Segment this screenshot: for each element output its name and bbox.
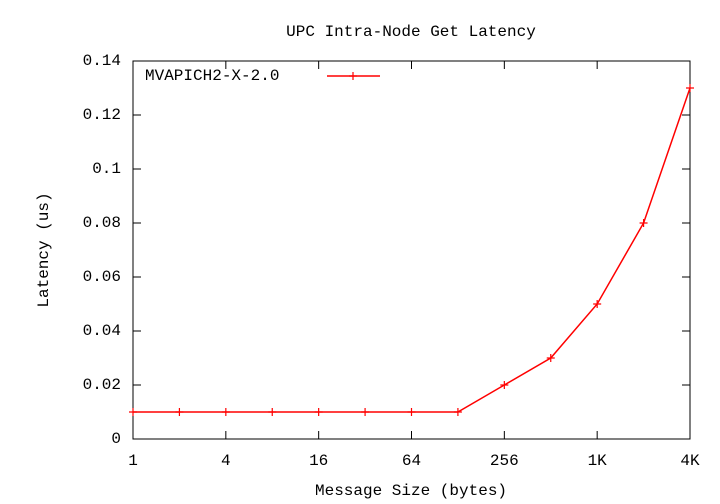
legend-marker [349, 72, 357, 80]
x-tick-label: 4 [221, 452, 231, 470]
x-tick-label: 256 [490, 452, 519, 470]
y-tick-label: 0.08 [83, 214, 121, 232]
legend-label: MVAPICH2-X-2.0 [145, 67, 279, 85]
point [129, 408, 137, 416]
point [593, 300, 602, 308]
point [221, 408, 230, 416]
point [639, 219, 648, 227]
point [268, 408, 277, 416]
point [175, 408, 184, 416]
point [686, 84, 694, 92]
y-tick-label: 0.14 [83, 52, 121, 70]
chart-title: UPC Intra-Node Get Latency [286, 23, 536, 41]
y-tick-label: 0.06 [83, 268, 121, 286]
point [361, 408, 370, 416]
y-tick-label: 0 [111, 430, 121, 448]
y-tick-label: 0.02 [83, 376, 121, 394]
point [546, 354, 555, 362]
point [453, 408, 462, 416]
x-tick-label: 64 [402, 452, 421, 470]
y-axis-label: Latency (us) [35, 192, 53, 307]
x-axis-label: Message Size (bytes) [315, 482, 507, 500]
x-tick-label: 16 [309, 452, 328, 470]
point [314, 408, 323, 416]
point [407, 408, 416, 416]
x-tick-label: 4K [680, 452, 700, 470]
x-tick-label: 1K [588, 452, 608, 470]
y-tick-label: 0.04 [83, 322, 121, 340]
y-tick-label: 0.1 [92, 160, 121, 178]
point [500, 381, 509, 389]
data-line [133, 87, 691, 413]
x-tick-label: 1 [128, 452, 138, 470]
plot-frame [132, 60, 691, 440]
y-tick-label: 0.12 [83, 106, 121, 124]
